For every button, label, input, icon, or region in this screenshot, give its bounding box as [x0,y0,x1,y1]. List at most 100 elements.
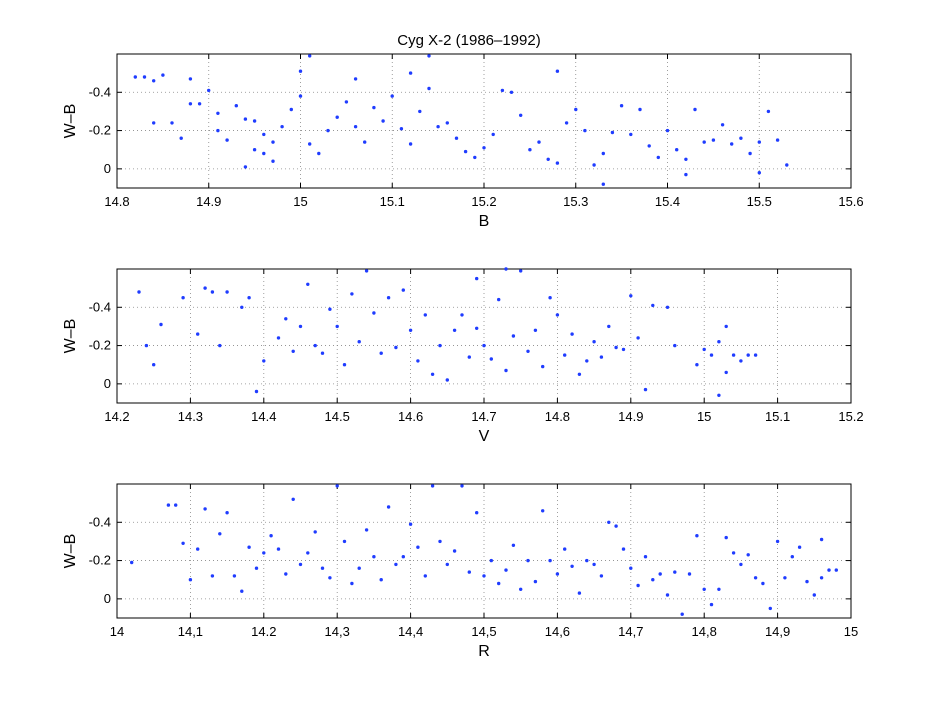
data-point [797,545,802,549]
data-point [570,332,574,336]
data-point [418,109,422,114]
data-point [533,328,538,332]
data-point [563,353,567,357]
data-point [188,77,193,81]
data-point [262,132,266,137]
data-point [651,303,655,308]
data-point [445,378,449,382]
data-point [610,130,615,135]
data-point [306,551,310,555]
data-point [819,537,824,542]
data-point [548,296,552,300]
data-point [475,276,479,281]
data-point [181,296,185,300]
data-point [731,551,736,555]
data-point [658,572,662,576]
data-point [243,117,248,121]
data-point [174,503,178,507]
data-point [196,332,200,336]
data-point [308,54,312,58]
data-point [629,132,633,137]
data-point [827,568,831,572]
data-point [320,566,325,570]
data-point [482,146,486,150]
data-point [526,349,530,353]
x-tick-label: 14,5 [471,624,496,639]
data-point [730,142,734,146]
data-point [541,509,545,513]
data-point [353,77,358,81]
data-point [684,172,688,177]
data-point [284,317,288,321]
scatter-panel-3: 14 14,1 14.2 14,3 14,4 14,5 14,6 14,7 14,8 14,9 15… [62,483,858,660]
data-point [335,115,339,119]
y-tick-label: 0 [104,376,111,391]
data-point [753,353,758,357]
data-point [687,572,692,576]
y-tick-label: -0.4 [89,514,111,529]
data-point [399,127,404,131]
data-point [537,140,541,144]
data-point [364,269,369,273]
x-tick-label: 14,7 [618,624,643,639]
data-point [497,581,501,586]
data-point [445,562,449,567]
figure-title: Cyg X-2 (1986–1992) [397,32,540,49]
x-tick-label: 15.6 [838,194,863,209]
data-point [188,102,193,106]
data-points [130,484,838,616]
data-point [467,355,471,359]
x-tick-label: 14.7 [471,409,496,424]
data-points [137,267,758,397]
data-point [702,347,706,352]
plot-area [116,268,852,404]
data-point [511,334,516,338]
x-tick-label: 14,3 [325,624,350,639]
data-point [350,581,354,586]
data-point [438,343,442,348]
data-point [243,165,248,169]
data-point [555,69,560,73]
data-point [427,86,431,91]
data-point [372,105,376,110]
data-point [454,136,459,140]
data-point [491,132,495,137]
y-tick-label: -0.2 [89,553,111,568]
data-point [218,532,222,536]
data-point [254,566,259,570]
data-point [240,305,244,309]
data-point [693,107,697,112]
data-point [335,484,339,488]
data-point [636,583,640,588]
data-point [563,547,567,551]
data-point [130,560,134,565]
data-point [326,128,330,133]
data-point [460,484,464,488]
data-point [746,353,750,357]
data-point [240,589,244,593]
data-point [401,288,405,292]
data-point [170,121,174,125]
plot-area [116,53,852,189]
y-tick-label: -0.4 [89,84,111,99]
x-axis-label: V [479,428,490,445]
data-point [665,593,670,597]
data-point [647,144,651,148]
data-point [709,353,714,357]
data-point [621,347,626,352]
data-point [629,566,633,570]
x-tick-label: 14.5 [325,409,350,424]
data-point [394,345,398,350]
x-axis-label: B [479,213,490,230]
data-point [746,553,750,557]
data-point [555,161,560,165]
data-point [133,75,137,79]
data-point [574,107,578,112]
y-axis-label: W–B [62,319,79,354]
data-point [203,507,207,511]
data-point [467,570,471,574]
data-point [475,326,479,330]
data-point [218,343,222,348]
data-point [203,286,207,290]
x-tick-label: 14.8 [104,194,129,209]
